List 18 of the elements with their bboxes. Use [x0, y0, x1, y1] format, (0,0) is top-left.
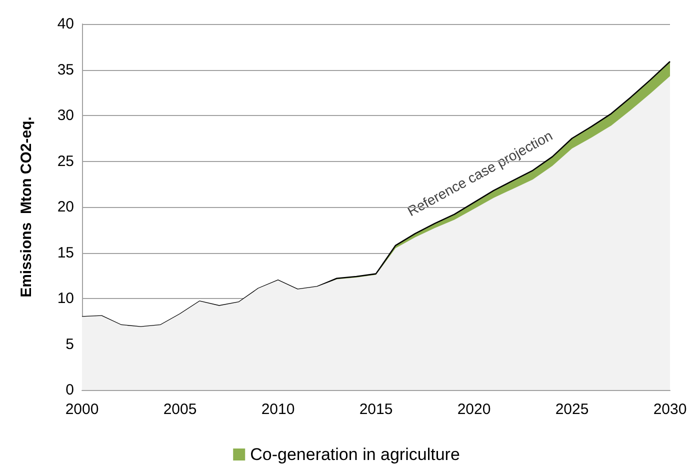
legend-label: Co-generation in agriculture [250, 445, 460, 464]
x-tick-label: 2015 [359, 401, 393, 418]
y-tick-label: 30 [57, 107, 74, 124]
y-tick-label: 35 [57, 61, 74, 78]
y-tick-label: 25 [57, 152, 74, 170]
x-tick-label: 2020 [457, 401, 491, 418]
x-tick-label: 2010 [261, 401, 295, 418]
y-axis-title: Emissions Mton CO2-eq. [18, 116, 35, 298]
y-tick-label: 5 [66, 336, 74, 353]
x-tick-label: 2030 [653, 401, 687, 418]
y-tick-label: 0 [66, 382, 74, 398]
y-tick-label: 20 [57, 198, 74, 216]
y-tick-label: 40 [57, 16, 74, 32]
y-tick-label: 15 [57, 244, 74, 262]
x-tick-label: 2025 [555, 401, 589, 418]
x-tick-label: 2005 [163, 401, 197, 418]
x-tick-label: 2000 [65, 401, 99, 418]
y-tick-label: 10 [57, 290, 74, 307]
